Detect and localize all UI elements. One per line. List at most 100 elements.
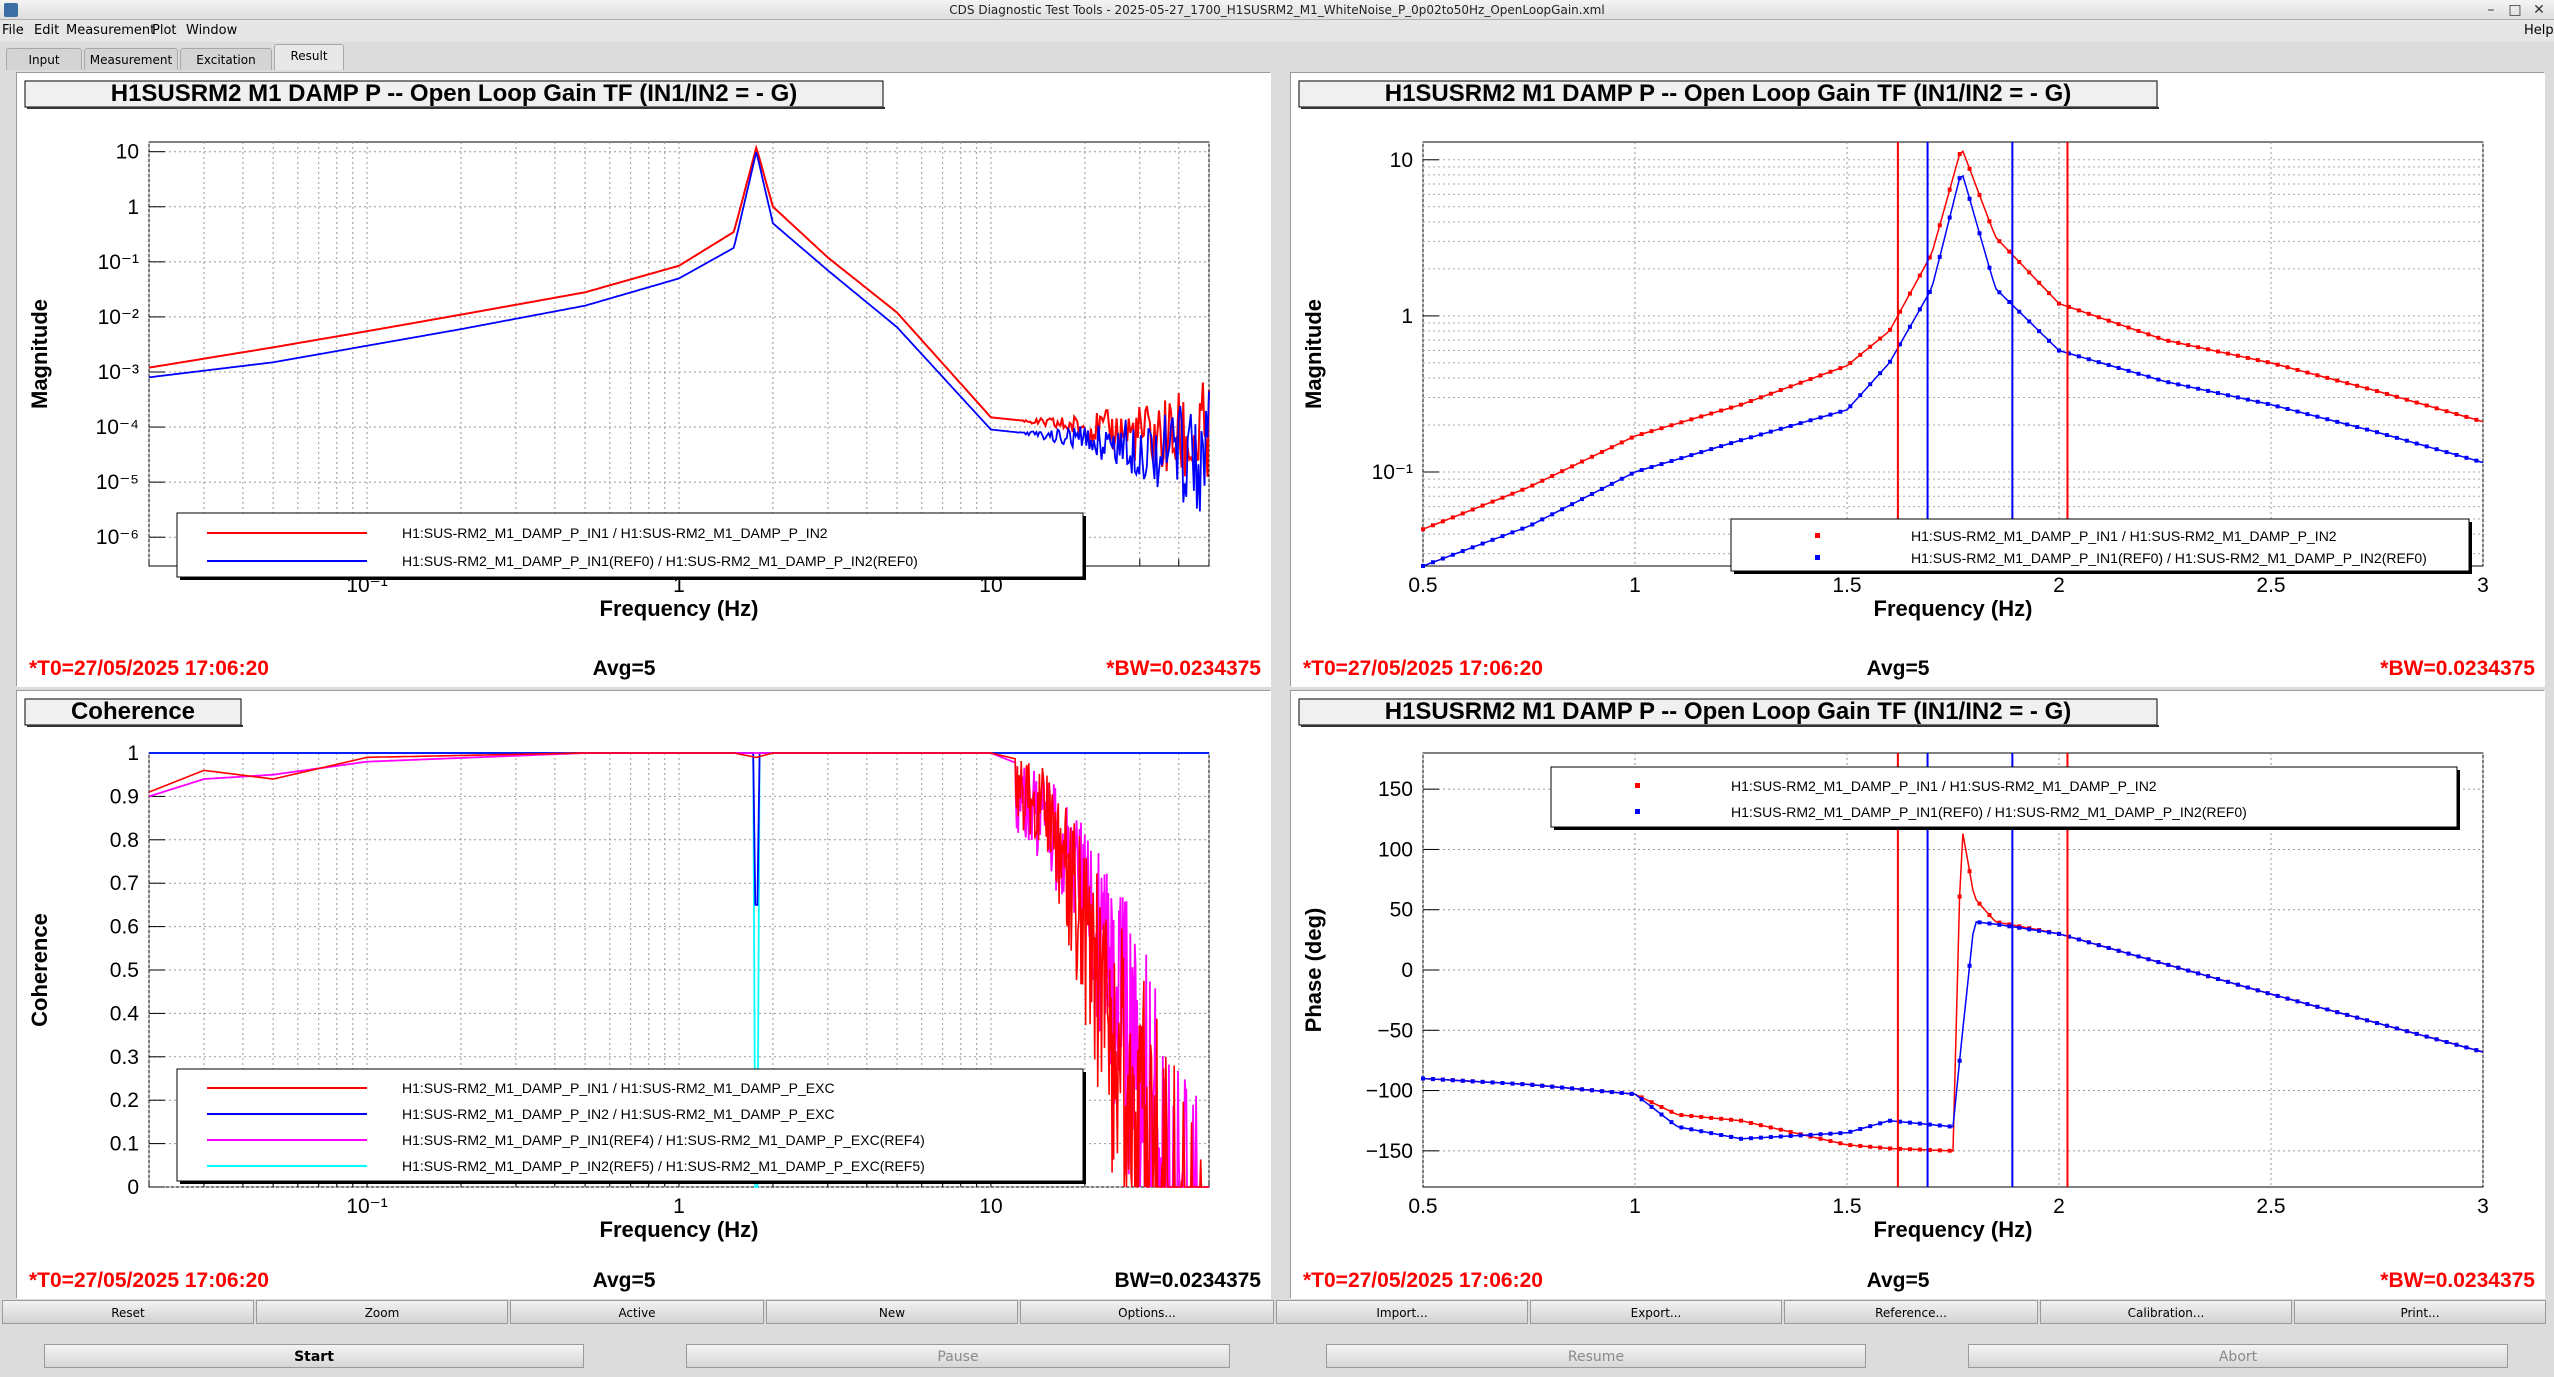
series-marker bbox=[2027, 319, 2032, 324]
menu-file[interactable]: File bbox=[2, 23, 24, 38]
series-marker bbox=[1659, 1104, 1664, 1109]
series-marker bbox=[1739, 438, 1743, 443]
tab-excitation[interactable]: Excitation bbox=[180, 48, 272, 70]
reset-button[interactable]: Reset bbox=[2, 1300, 254, 1324]
legend-entry: H1:SUS-RM2_M1_DAMP_P_IN2(REF5) / H1:SUS-… bbox=[402, 1158, 925, 1174]
y-tick-label: 10⁻¹ bbox=[1372, 461, 1413, 484]
pause-button[interactable]: Pause bbox=[686, 1344, 1230, 1368]
y-tick-label: 10⁻⁴ bbox=[96, 416, 139, 439]
series-marker bbox=[1838, 1141, 1843, 1146]
series-marker bbox=[1421, 564, 1425, 568]
series-marker bbox=[2275, 404, 2280, 409]
series-marker bbox=[1430, 523, 1435, 528]
series-marker bbox=[2037, 329, 2042, 334]
series-marker bbox=[2047, 338, 2052, 343]
tab-result[interactable]: Result bbox=[274, 44, 344, 70]
series-marker bbox=[1609, 481, 1614, 486]
series-marker bbox=[1421, 527, 1425, 532]
print-button[interactable]: Print... bbox=[2294, 1300, 2546, 1324]
close-icon[interactable]: ✕ bbox=[2533, 2, 2545, 18]
menu-window[interactable]: Window bbox=[186, 23, 238, 38]
series-marker bbox=[2166, 380, 2171, 385]
series-marker bbox=[1987, 265, 1992, 270]
start-button[interactable]: Start bbox=[44, 1344, 584, 1368]
menu-help[interactable]: Help bbox=[2524, 23, 2554, 38]
series-marker bbox=[1719, 444, 1724, 449]
menu-plot[interactable]: Plot bbox=[152, 23, 177, 38]
status-t0: *T0=27/05/2025 17:06:20 bbox=[1303, 657, 1543, 680]
series-marker bbox=[2315, 414, 2320, 419]
series-marker bbox=[1788, 384, 1793, 389]
series-marker bbox=[1828, 412, 1833, 417]
minimize-icon[interactable]: – bbox=[2487, 2, 2495, 18]
x-axis-label: Frequency (Hz) bbox=[1874, 596, 2033, 621]
series-marker bbox=[2305, 1002, 2310, 1007]
series-marker bbox=[1679, 1113, 1684, 1118]
plot-panel-bottom-left[interactable]: Coherence Coherence Frequency (Hz) *T0=27/0… bbox=[16, 690, 1271, 1299]
series-marker bbox=[2017, 309, 2022, 314]
series-marker bbox=[1480, 503, 1485, 508]
resume-button[interactable]: Resume bbox=[1326, 1344, 1866, 1368]
series-marker bbox=[2096, 943, 2101, 948]
series-marker bbox=[1669, 1109, 1674, 1114]
x-tick-label: 2 bbox=[2053, 1195, 2065, 1218]
series-marker bbox=[1858, 1126, 1863, 1131]
series-marker bbox=[1699, 1129, 1704, 1134]
window-title: CDS Diagnostic Test Tools - 2025-05-27_1… bbox=[949, 3, 1605, 17]
menu-measurement[interactable]: Measurement bbox=[66, 23, 156, 38]
series-marker bbox=[2007, 299, 2012, 304]
tab-input[interactable]: Input bbox=[6, 48, 82, 70]
series-marker bbox=[1818, 1136, 1823, 1141]
series-marker bbox=[1798, 380, 1803, 385]
series-marker bbox=[1907, 1147, 1912, 1152]
import-button[interactable]: Import... bbox=[1276, 1300, 1528, 1324]
series-marker bbox=[1470, 545, 1475, 550]
series-marker bbox=[1589, 454, 1594, 459]
series-marker bbox=[1490, 1080, 1495, 1085]
series-marker bbox=[1719, 1116, 1724, 1121]
export-button[interactable]: Export... bbox=[1530, 1300, 1782, 1324]
series-marker bbox=[1907, 324, 1912, 329]
series-marker bbox=[2196, 971, 2201, 976]
series-marker bbox=[1490, 499, 1495, 504]
plot-title: H1SUSRM2 M1 DAMP P -- Open Loop Gain TF … bbox=[1385, 698, 2072, 725]
plot-panel-top-right[interactable]: H1SUSRM2 M1 DAMP P -- Open Loop Gain TF … bbox=[1290, 72, 2545, 687]
plot-panel-top-left[interactable]: H1SUSRM2 M1 DAMP P -- Open Loop Gain TF … bbox=[16, 72, 1271, 687]
series-marker bbox=[1927, 1147, 1932, 1152]
series-marker bbox=[2225, 979, 2230, 984]
series-marker bbox=[1669, 459, 1674, 464]
y-axis-label: Coherence bbox=[27, 913, 52, 1027]
new-button[interactable]: New bbox=[766, 1300, 1018, 1324]
series-marker bbox=[2116, 365, 2121, 370]
zoom-button[interactable]: Zoom bbox=[256, 1300, 508, 1324]
series-marker bbox=[2295, 367, 2300, 372]
series-marker bbox=[1729, 1117, 1734, 1122]
calibration-button[interactable]: Calibration... bbox=[2040, 1300, 2292, 1324]
series-marker bbox=[1947, 1148, 1952, 1153]
tab-measurement[interactable]: Measurement bbox=[84, 48, 178, 70]
reference-button[interactable]: Reference... bbox=[1784, 1300, 2038, 1324]
series-marker bbox=[1689, 1113, 1694, 1118]
series-marker bbox=[1470, 1079, 1475, 1084]
legend-entry: H1:SUS-RM2_M1_DAMP_P_IN1(REF4) / H1:SUS-… bbox=[402, 1132, 925, 1148]
menu-edit[interactable]: Edit bbox=[34, 23, 60, 38]
series-marker bbox=[1957, 894, 1962, 899]
legend-entry: H1:SUS-RM2_M1_DAMP_P_IN1 / H1:SUS-RM2_M1… bbox=[1731, 778, 2157, 794]
y-tick-label: 1 bbox=[1401, 305, 1413, 328]
plot-panel-bottom-right[interactable]: H1SUSRM2 M1 DAMP P -- Open Loop Gain TF … bbox=[1290, 690, 2545, 1299]
series-marker bbox=[2017, 925, 2022, 930]
status-bw: *BW=0.0234375 bbox=[1106, 657, 1261, 680]
series-marker bbox=[2265, 991, 2270, 996]
series-marker bbox=[1858, 352, 1863, 357]
x-tick-label: 1.5 bbox=[1832, 1195, 1861, 1218]
active-button[interactable]: Active bbox=[510, 1300, 764, 1324]
series-marker bbox=[1818, 373, 1823, 378]
plot-title-box bbox=[24, 698, 242, 726]
options-button[interactable]: Options... bbox=[1020, 1300, 1274, 1324]
series-marker bbox=[1589, 492, 1594, 497]
maximize-icon[interactable]: □ bbox=[2508, 2, 2522, 18]
series-marker bbox=[2196, 386, 2201, 391]
x-tick-label: 0.5 bbox=[1408, 1195, 1437, 1218]
abort-button[interactable]: Abort bbox=[1968, 1344, 2508, 1368]
series-marker bbox=[1450, 552, 1455, 557]
